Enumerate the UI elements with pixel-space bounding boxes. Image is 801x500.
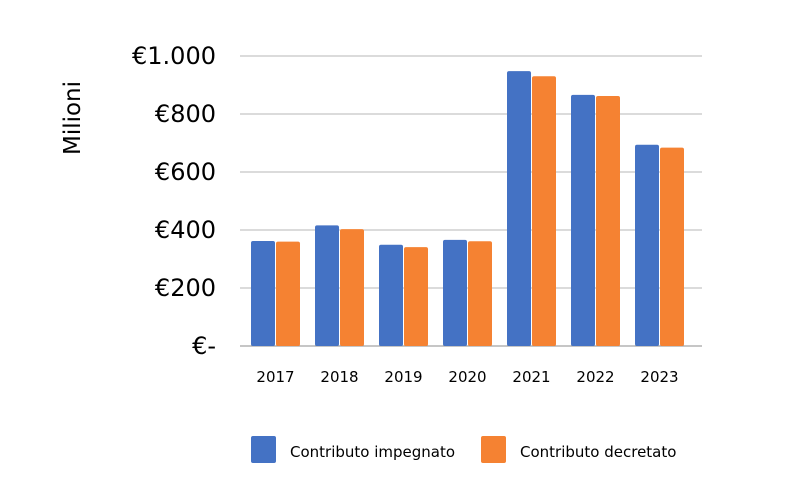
bar-2021-decretato [532,76,556,347]
bar-2021-impegnato [507,71,531,346]
x-tick-label-2022: 2022 [576,368,614,386]
y-axis-title: Milioni [60,81,86,155]
bar-2023-decretato [660,147,684,346]
bar-2022-decretato [596,96,620,347]
y-tick-label: €200 [155,274,216,302]
bar-2020-decretato [468,241,492,346]
legend-label-contributo-decretato: Contributo decretato [520,443,676,461]
bar-2020-impegnato [443,239,467,346]
y-tick-label: €1.000 [132,42,216,70]
bar-2019-decretato [404,247,428,346]
legend: Contributo impegnato Contributo decretat… [251,436,676,463]
bar-2019-impegnato [379,244,403,346]
x-tick-label-2021: 2021 [512,368,550,386]
y-tick-label: €400 [155,216,216,244]
x-tick-label-2019: 2019 [384,368,422,386]
bar-2017-impegnato [251,241,275,346]
bar-2018-decretato [340,229,364,346]
bar-2023-impegnato [635,144,659,346]
x-tick-label-2020: 2020 [448,368,486,386]
bar-2018-impegnato [315,225,339,346]
x-tick-label-2023: 2023 [640,368,678,386]
legend-swatch-contributo-decretato [481,436,506,463]
y-axis-tick-labels: €- €200 €400 €600 €800 €1.000 [132,42,216,360]
x-tick-label-2017: 2017 [256,368,294,386]
bar-2022-impegnato [571,94,595,346]
bar-2017-decretato [276,241,300,346]
y-tick-label: €600 [155,158,216,186]
x-tick-label-2018: 2018 [320,368,358,386]
legend-swatch-contributo-impegnato [251,436,276,463]
legend-label-contributo-impegnato: Contributo impegnato [290,443,455,461]
x-axis-tick-labels: 2017 2018 2019 2020 2021 2022 2023 [256,368,678,386]
bars [251,71,684,347]
y-tick-label: €- [192,332,216,360]
y-tick-label: €800 [155,100,216,128]
